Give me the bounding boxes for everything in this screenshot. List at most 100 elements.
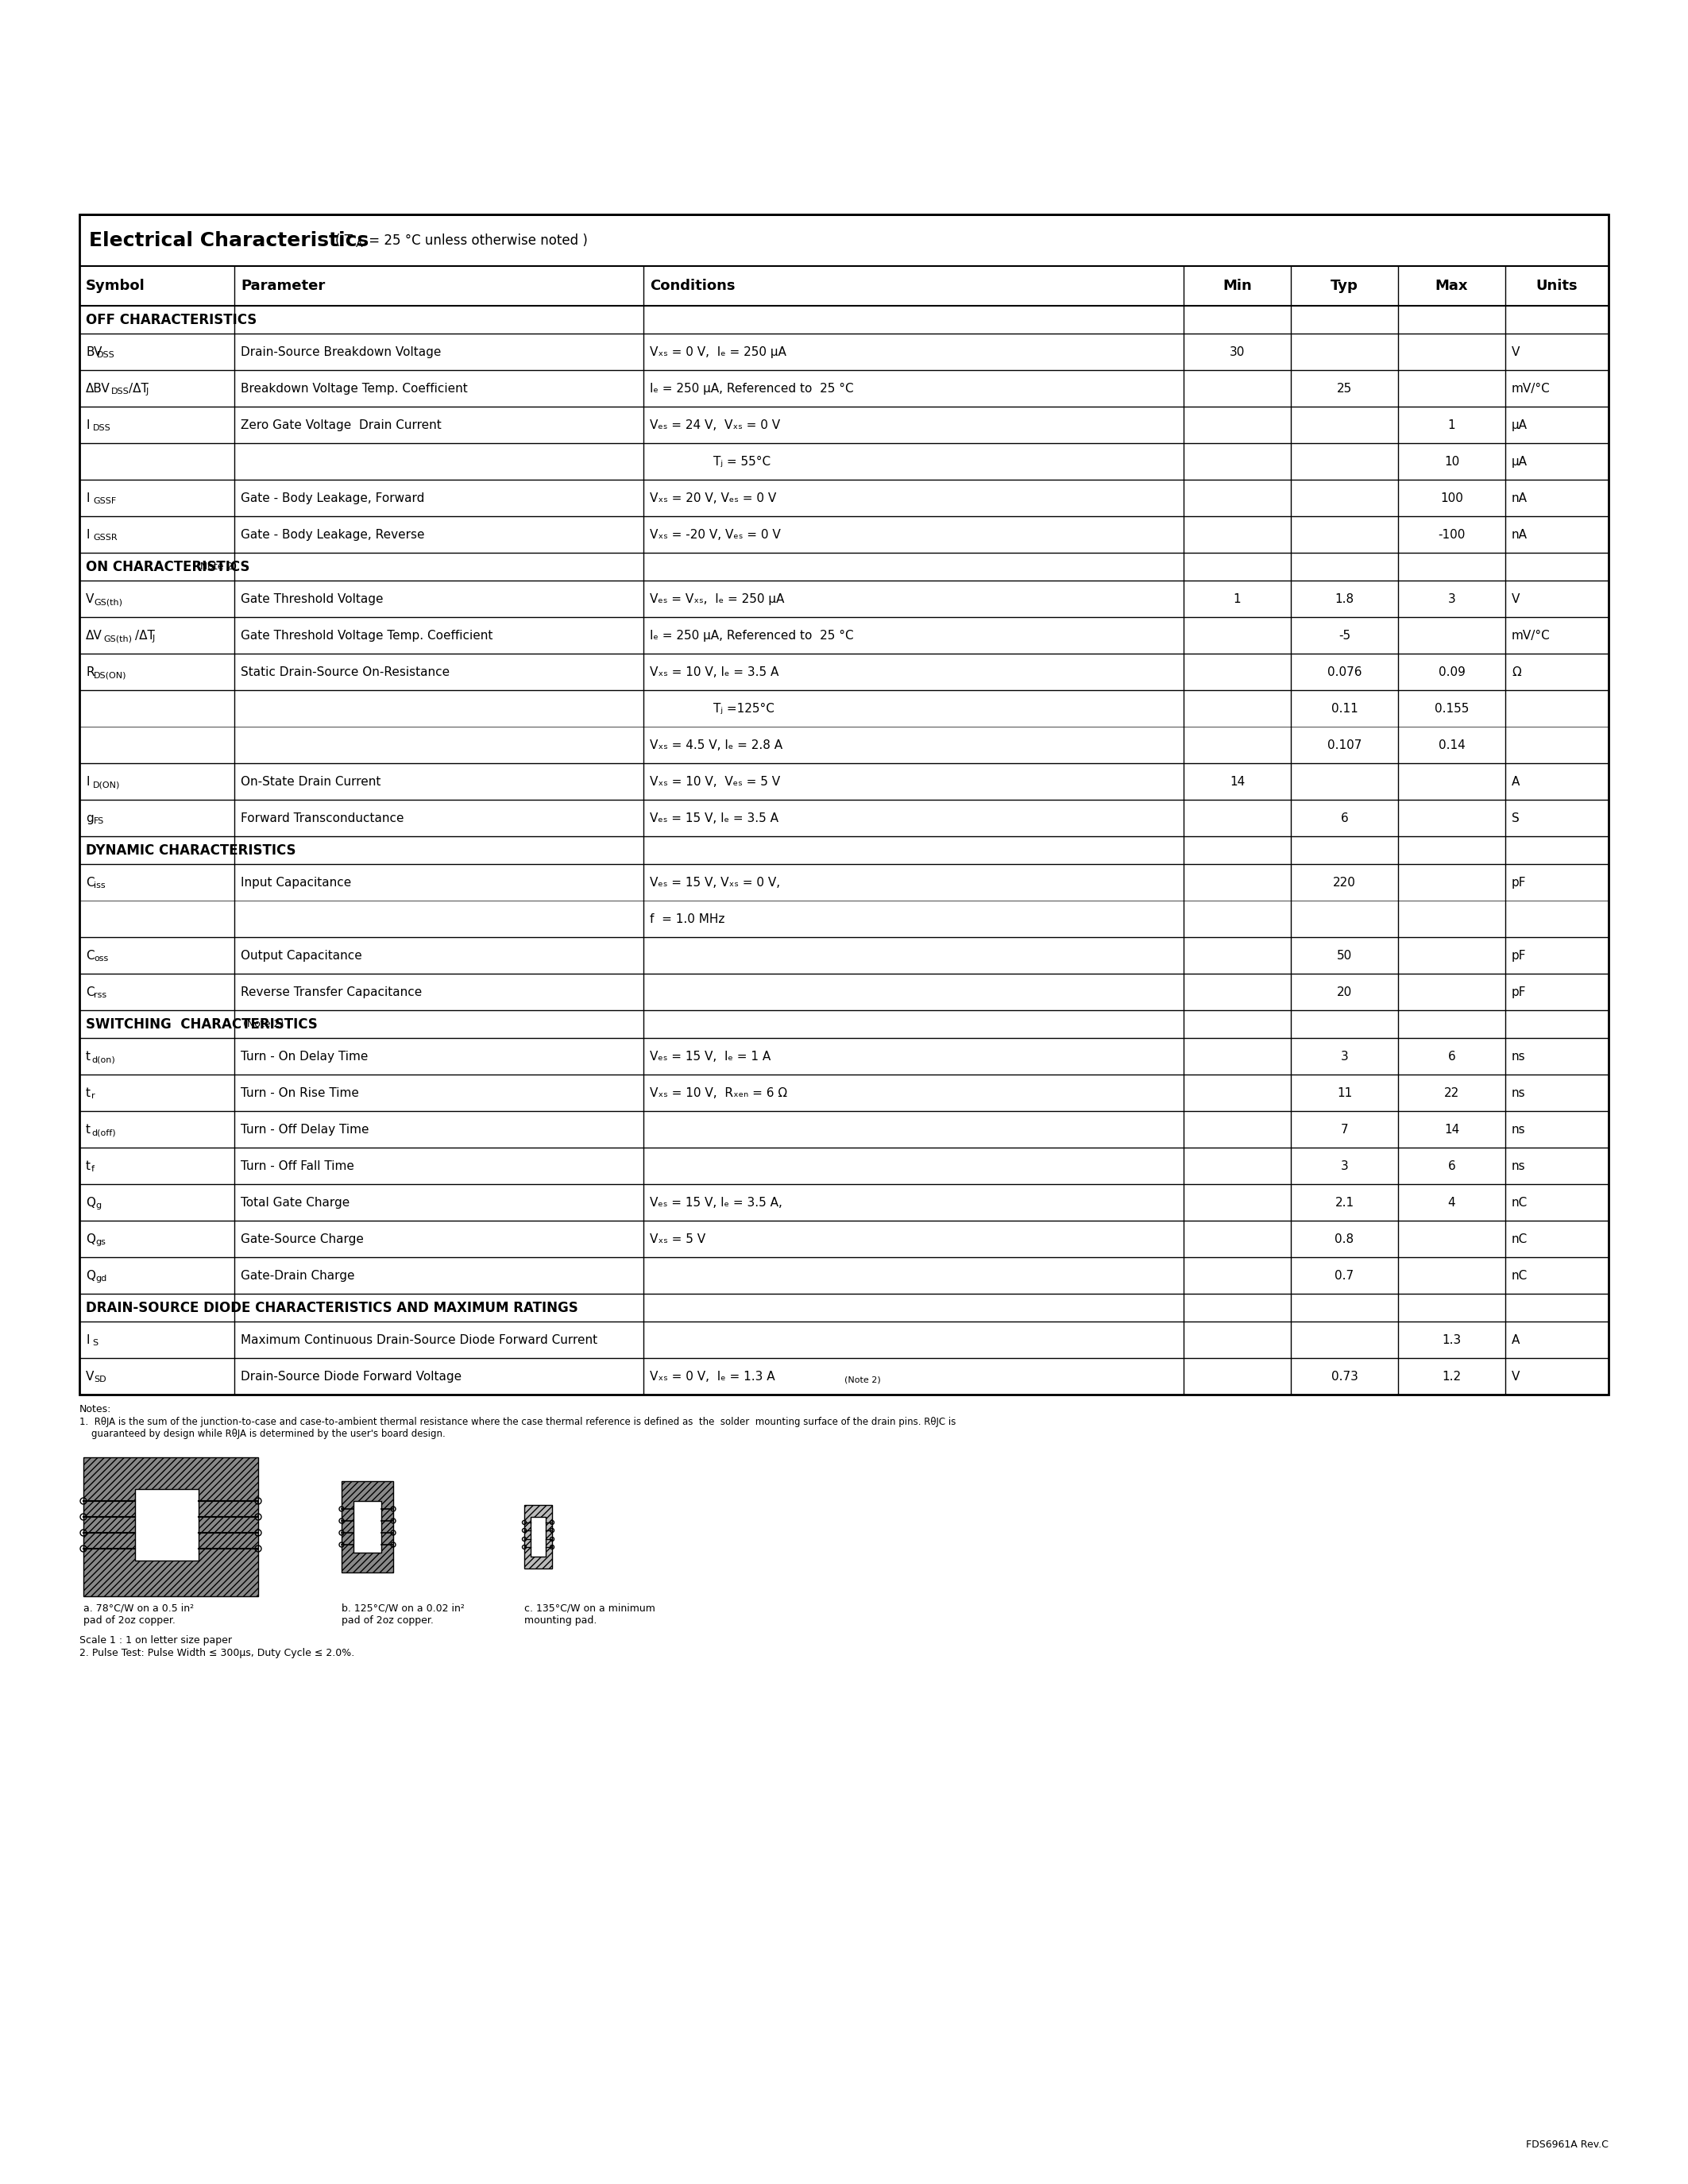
Text: pad of 2oz copper.: pad of 2oz copper.: [341, 1614, 434, 1625]
Text: pad of 2oz copper.: pad of 2oz copper.: [83, 1614, 176, 1625]
Text: f  = 1.0 MHz: f = 1.0 MHz: [650, 913, 724, 924]
Text: FS: FS: [95, 817, 105, 826]
Text: GSSR: GSSR: [93, 533, 116, 542]
Text: pF: pF: [1512, 985, 1526, 998]
Text: I: I: [86, 491, 89, 505]
Text: t: t: [86, 1160, 91, 1173]
Text: GS(th): GS(th): [103, 636, 132, 642]
Text: r: r: [91, 1092, 95, 1101]
Text: DS(ON): DS(ON): [95, 670, 127, 679]
Text: Gate Threshold Voltage Temp. Coefficient: Gate Threshold Voltage Temp. Coefficient: [241, 629, 493, 642]
Text: (Note 2): (Note 2): [236, 1020, 284, 1029]
Text: 4: 4: [1448, 1197, 1455, 1208]
Text: C: C: [86, 876, 95, 889]
Text: Conditions: Conditions: [650, 280, 736, 293]
Text: nA: nA: [1512, 529, 1528, 539]
Text: Q: Q: [86, 1197, 95, 1208]
Text: 22: 22: [1443, 1088, 1460, 1099]
Text: Maximum Continuous Drain-Source Diode Forward Current: Maximum Continuous Drain-Source Diode Fo…: [241, 1334, 598, 1345]
Text: SD: SD: [95, 1376, 106, 1382]
Text: 0.8: 0.8: [1335, 1234, 1354, 1245]
Text: 6: 6: [1340, 812, 1349, 823]
Text: Q: Q: [86, 1269, 95, 1282]
Text: Turn - Off Delay Time: Turn - Off Delay Time: [241, 1123, 370, 1136]
Text: gs: gs: [95, 1238, 106, 1247]
Text: 1: 1: [1234, 592, 1241, 605]
Bar: [353, 1500, 381, 1553]
Text: Turn - On Delay Time: Turn - On Delay Time: [241, 1051, 368, 1061]
Text: mounting pad.: mounting pad.: [525, 1614, 598, 1625]
Text: Turn - Off Fall Time: Turn - Off Fall Time: [241, 1160, 354, 1173]
Text: Min: Min: [1222, 280, 1252, 293]
Text: Vₓₛ = 0 V,  Iₑ = 250 μA: Vₓₛ = 0 V, Iₑ = 250 μA: [650, 345, 787, 358]
Text: S: S: [1512, 812, 1519, 823]
Text: 6: 6: [1448, 1051, 1455, 1061]
Text: OFF CHARACTERISTICS: OFF CHARACTERISTICS: [86, 312, 257, 328]
Text: Vₑₛ = 15 V, Iₑ = 3.5 A,: Vₑₛ = 15 V, Iₑ = 3.5 A,: [650, 1197, 782, 1208]
Bar: [83, 1457, 258, 1597]
Text: V: V: [86, 1369, 95, 1382]
Bar: [135, 1489, 199, 1562]
Text: ns: ns: [1512, 1051, 1526, 1061]
Text: A: A: [1512, 775, 1519, 788]
Text: 0.09: 0.09: [1438, 666, 1465, 677]
Text: nA: nA: [1512, 491, 1528, 505]
Text: 1.  RθJA is the sum of the junction-to-case and case-to-ambient thermal resistan: 1. RθJA is the sum of the junction-to-ca…: [79, 1417, 955, 1426]
Text: Turn - On Rise Time: Turn - On Rise Time: [241, 1088, 360, 1099]
Text: A: A: [356, 238, 363, 249]
Text: V: V: [86, 592, 95, 605]
Text: 2. Pulse Test: Pulse Width ≤ 300μs, Duty Cycle ≤ 2.0%.: 2. Pulse Test: Pulse Width ≤ 300μs, Duty…: [79, 1647, 354, 1658]
Text: -5: -5: [1339, 629, 1350, 642]
Text: C: C: [86, 985, 95, 998]
Text: nC: nC: [1512, 1234, 1528, 1245]
Text: 1.3: 1.3: [1442, 1334, 1462, 1345]
Text: BV: BV: [86, 345, 101, 358]
Text: J: J: [152, 636, 155, 642]
Text: D(ON): D(ON): [93, 780, 120, 788]
Text: 14: 14: [1229, 775, 1244, 788]
Text: Vₑₛ = 15 V,  Iₑ = 1 A: Vₑₛ = 15 V, Iₑ = 1 A: [650, 1051, 771, 1061]
Text: DYNAMIC CHARACTERISTICS: DYNAMIC CHARACTERISTICS: [86, 843, 295, 858]
Text: Vₓₛ = -20 V, Vₑₛ = 0 V: Vₓₛ = -20 V, Vₑₛ = 0 V: [650, 529, 780, 539]
Text: 11: 11: [1337, 1088, 1352, 1099]
Text: nC: nC: [1512, 1197, 1528, 1208]
Text: t: t: [86, 1051, 91, 1061]
Text: Max: Max: [1435, 280, 1469, 293]
Text: Electrical Characteristics: Electrical Characteristics: [89, 232, 368, 249]
Text: Units: Units: [1536, 280, 1578, 293]
Text: 1.2: 1.2: [1442, 1369, 1462, 1382]
Text: ON CHARACTERISTICS: ON CHARACTERISTICS: [86, 559, 250, 574]
Text: Iₑ = 250 μA, Referenced to  25 °C: Iₑ = 250 μA, Referenced to 25 °C: [650, 382, 854, 395]
Text: Vₓₛ = 10 V,  Rₓₑₙ = 6 Ω: Vₓₛ = 10 V, Rₓₑₙ = 6 Ω: [650, 1088, 787, 1099]
Text: Vₑₛ = 15 V, Vₓₛ = 0 V,: Vₑₛ = 15 V, Vₓₛ = 0 V,: [650, 876, 780, 889]
Text: μA: μA: [1512, 456, 1528, 467]
Text: FDS6961A Rev.C: FDS6961A Rev.C: [1526, 2138, 1609, 2149]
Text: Vₑₛ = Vₓₛ,  Iₑ = 250 μA: Vₑₛ = Vₓₛ, Iₑ = 250 μA: [650, 592, 785, 605]
Text: Vₓₛ = 4.5 V, Iₑ = 2.8 A: Vₓₛ = 4.5 V, Iₑ = 2.8 A: [650, 738, 783, 751]
Text: Vₑₛ = 24 V,  Vₓₛ = 0 V: Vₑₛ = 24 V, Vₓₛ = 0 V: [650, 419, 780, 430]
Bar: [341, 1481, 393, 1572]
Text: ns: ns: [1512, 1088, 1526, 1099]
Text: 100: 100: [1440, 491, 1463, 505]
Text: Vₓₛ = 10 V,  Vₑₛ = 5 V: Vₓₛ = 10 V, Vₑₛ = 5 V: [650, 775, 780, 788]
Text: d(on): d(on): [91, 1055, 115, 1064]
Text: Vₓₛ = 5 V: Vₓₛ = 5 V: [650, 1234, 706, 1245]
Text: Forward Transconductance: Forward Transconductance: [241, 812, 403, 823]
Text: DRAIN-SOURCE DIODE CHARACTERISTICS AND MAXIMUM RATINGS: DRAIN-SOURCE DIODE CHARACTERISTICS AND M…: [86, 1299, 577, 1315]
Text: 30: 30: [1229, 345, 1246, 358]
Text: V: V: [1512, 345, 1519, 358]
Text: V: V: [1512, 592, 1519, 605]
Text: DSS: DSS: [96, 352, 115, 358]
Text: On-State Drain Current: On-State Drain Current: [241, 775, 381, 788]
Text: 1: 1: [1448, 419, 1455, 430]
Text: 0.11: 0.11: [1332, 703, 1357, 714]
Text: -100: -100: [1438, 529, 1465, 539]
Text: 14: 14: [1443, 1123, 1460, 1136]
Text: t: t: [86, 1123, 91, 1136]
Text: Iₑ = 250 μA, Referenced to  25 °C: Iₑ = 250 μA, Referenced to 25 °C: [650, 629, 854, 642]
Text: Notes:: Notes:: [79, 1404, 111, 1413]
Text: Q: Q: [86, 1234, 95, 1245]
Text: 50: 50: [1337, 950, 1352, 961]
Text: t: t: [86, 1088, 91, 1099]
Text: 0.155: 0.155: [1435, 703, 1469, 714]
